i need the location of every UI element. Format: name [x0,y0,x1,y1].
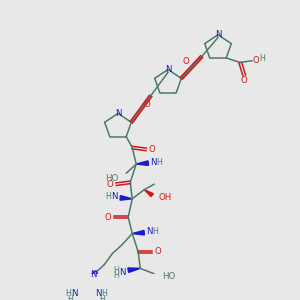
Text: H: H [105,193,111,202]
Polygon shape [144,190,153,196]
Text: N: N [146,227,152,236]
Text: OH: OH [158,194,172,202]
Text: N: N [90,270,97,279]
Polygon shape [132,230,144,235]
Text: N: N [71,290,77,298]
Text: O: O [144,100,150,109]
Text: N: N [150,158,157,167]
Text: HO: HO [162,272,176,281]
Text: O: O [149,145,156,154]
Text: O: O [241,76,247,85]
Text: H: H [67,295,73,300]
Text: H: H [113,271,119,280]
Text: N: N [119,268,125,278]
Text: H: H [156,158,162,167]
Polygon shape [120,196,132,200]
Text: O: O [155,248,162,256]
Text: O: O [182,58,189,67]
Text: H: H [99,295,105,300]
Text: N: N [95,290,101,298]
Text: H: H [101,290,107,298]
Polygon shape [136,161,148,165]
Text: N: N [111,193,118,202]
Text: N: N [165,65,171,74]
Text: H: H [113,266,119,275]
Polygon shape [128,268,140,272]
Text: H: H [152,227,158,236]
Text: O: O [253,56,260,65]
Text: H: H [65,290,71,298]
Text: H: H [259,54,265,63]
Text: HO: HO [105,174,118,183]
Text: O: O [107,180,114,189]
Text: N: N [215,30,221,39]
Text: N: N [115,109,121,118]
Text: O: O [105,213,112,222]
